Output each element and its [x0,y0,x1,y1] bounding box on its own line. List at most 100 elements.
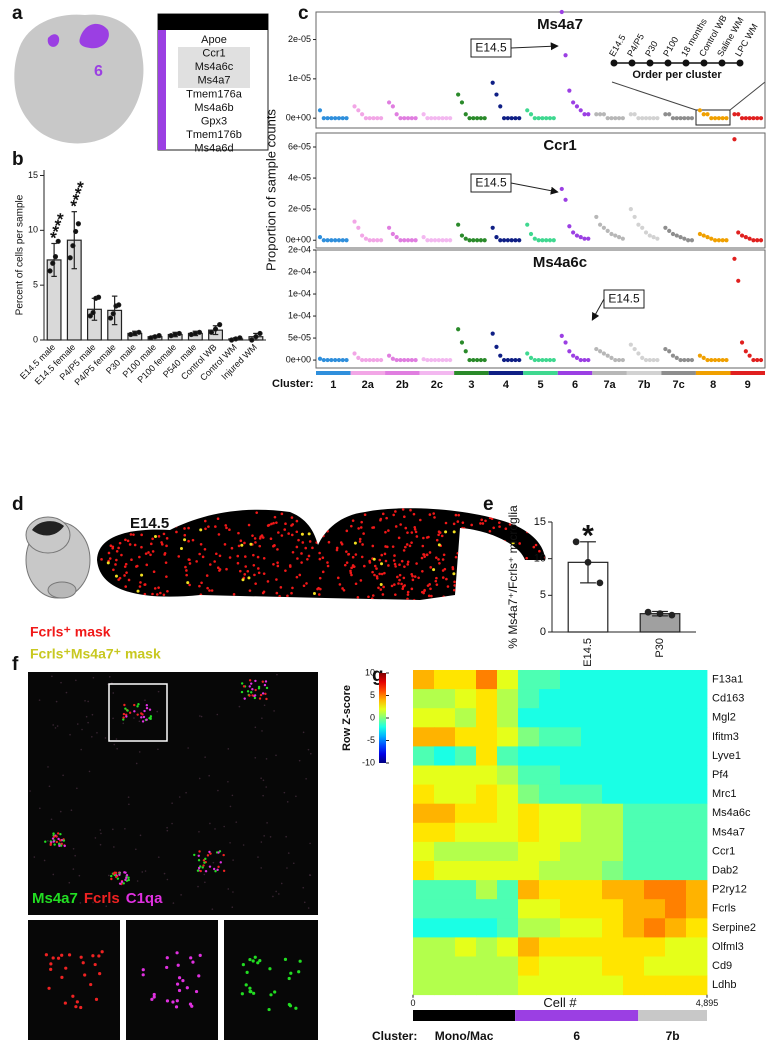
data-point [547,238,553,243]
heatmap-cell [455,899,477,919]
mask-dot [213,560,216,563]
mask-dot [216,517,220,520]
heatmap-cell [560,956,582,976]
heatmap-cell [434,861,456,881]
mask-dot [237,531,240,535]
mask-dot [304,504,307,507]
inset-signal [79,1005,83,1010]
heatmap-cell [623,803,645,824]
heatmap-cell [518,689,540,709]
tissue-speck [260,867,262,869]
heatmap-cell [623,822,645,843]
subplot-title: Ms4a7 [537,16,583,33]
data-point [640,116,645,121]
mask-dot [479,543,482,546]
mask-dot [218,554,222,558]
tissue-speck [38,699,41,701]
stage-label: E14.5 [130,515,169,532]
mask-dot [322,534,325,538]
data-point [705,357,710,363]
mask-dot [367,595,370,599]
data-point [739,340,745,345]
mask-dot [430,594,433,598]
mask-dot [336,576,340,580]
data-point [356,355,361,360]
cluster-color [316,371,351,375]
data-point [574,355,580,360]
heatmap-cell [623,784,645,805]
mask-dot [279,599,282,600]
data-point [651,357,656,363]
mask-dot [169,522,173,526]
mask-dot [136,589,140,593]
heatmap-cell [623,708,645,728]
gene-label: Ms4a7 [197,75,230,87]
inset-signal [189,956,193,960]
mask-dot [198,552,201,556]
tissue-speck [278,893,280,895]
mask-dot [475,569,479,573]
heatmap-cell [686,689,708,709]
tissue-speck [87,700,89,703]
mask-dot [153,534,157,538]
mask-dot [121,590,124,594]
mask-dot [508,523,512,526]
mask-dot [128,504,131,507]
mask-dot [151,550,155,553]
cell-signal [265,686,269,690]
mask-dot [472,535,475,539]
inset-signal [93,962,97,967]
data-point [390,104,395,109]
data-point [344,238,349,243]
data-point [475,357,480,363]
data-point [188,331,194,338]
mask-dot [317,508,321,510]
mask-dot [97,508,100,511]
inset-signal [71,994,75,998]
mask-dot [394,593,397,596]
mask-dot [423,555,426,558]
mask-dot [199,528,203,532]
heatmap-cell [413,803,435,824]
inset-signal [289,971,293,975]
cell-signal [216,868,219,872]
data-point [724,238,729,243]
mask-dot [413,575,417,578]
mask-dot [262,508,266,510]
cell-signal [198,850,201,853]
data-point [647,116,652,121]
mask-dot [520,585,524,589]
mask-dot [323,505,326,508]
heatmap-cell [518,975,540,996]
heatmap-cell [581,689,603,709]
heatmap-cell [602,956,624,976]
mask-dot [159,591,162,595]
mask-dot [203,547,207,551]
mask-dot [157,586,160,589]
heatmap-cell [497,746,519,766]
mask-dot [428,551,432,554]
mask-dot [413,525,417,529]
data-point [712,238,718,243]
mask-dot [216,566,220,570]
tissue-speck [122,722,125,725]
mask-dot [521,519,525,522]
tissue-speck [72,847,75,850]
heatmap-cell [623,746,645,766]
y-tick-label: 15 [28,170,38,180]
mask-dot [381,512,385,516]
data-point [444,116,449,121]
mask-dot [377,586,380,590]
heatmap-cell [434,822,456,843]
mask-dot [441,569,445,572]
inset-signal [194,989,199,994]
mask-dot [480,590,484,594]
mask-dot [237,544,241,548]
cell-signal [202,864,205,867]
heatmap-cell [644,918,666,938]
heatmap-cell [644,861,666,881]
data-point [705,235,710,240]
mask-dot [411,574,414,578]
data-point [663,112,668,117]
tissue-speck [88,770,91,773]
